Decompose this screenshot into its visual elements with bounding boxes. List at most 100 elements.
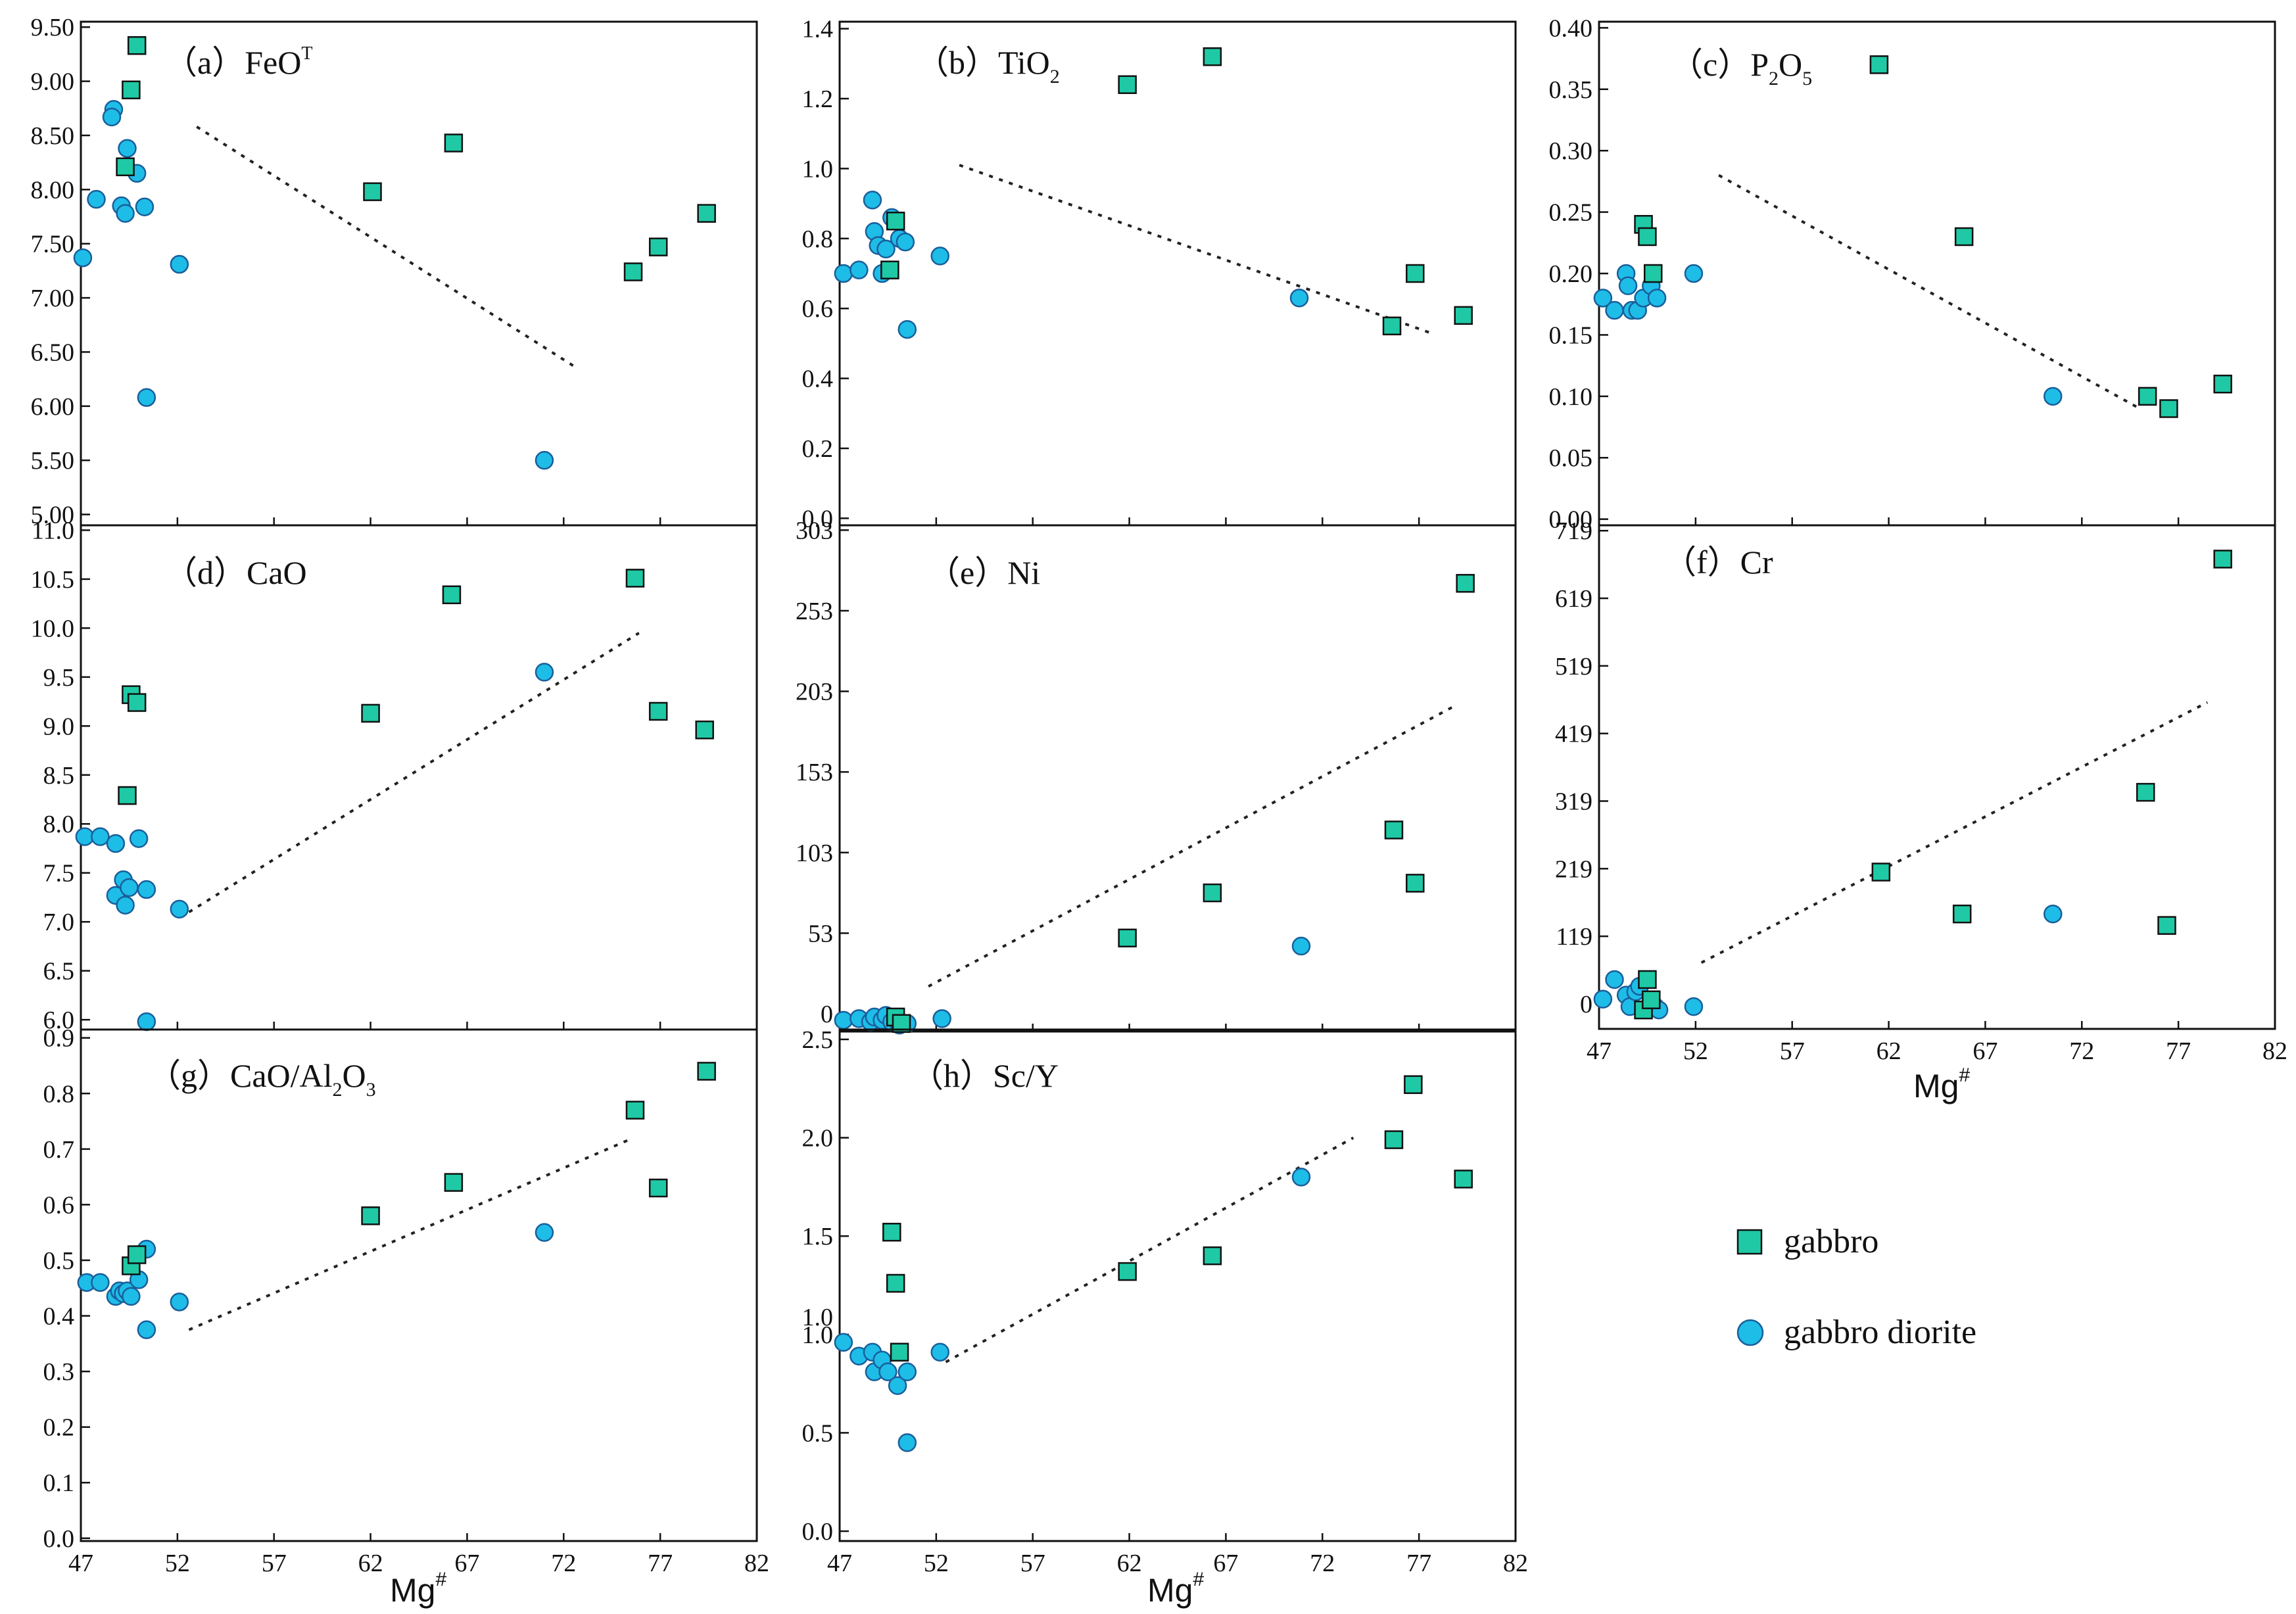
x-tick-label: 72 bbox=[551, 1550, 576, 1577]
gabbro-diorite-point bbox=[930, 247, 949, 266]
panel-frame bbox=[838, 1028, 1517, 1542]
y-tick-label: 0.5 bbox=[802, 1419, 834, 1447]
y-tick-label: 5.00 bbox=[31, 502, 75, 529]
gabbro-point bbox=[2159, 399, 2178, 418]
gabbro-point bbox=[1454, 1170, 1473, 1189]
y-tick-label: 719 bbox=[1555, 517, 1592, 545]
gabbro-point bbox=[2136, 782, 2155, 802]
panel-c: 0.00 0.05 0.10 0.15 0.20 0.25 0.30 0.35 0.40 （c）P… bbox=[1549, 14, 2276, 534]
trend-line bbox=[196, 126, 578, 369]
gabbro-point bbox=[2138, 387, 2157, 406]
y-tick-label: 2.5 bbox=[802, 1026, 834, 1054]
panel-d: 6.0 6.5 7.0 7.5 8.0 8.5 9.0 9.5 10.0 10.5 11.0 （d）C… bbox=[31, 517, 758, 1034]
y-tick-label: 0.35 bbox=[1549, 76, 1593, 104]
gabbro-diorite-point bbox=[116, 895, 135, 915]
trend-line bbox=[928, 706, 1453, 988]
data-points bbox=[75, 569, 714, 1032]
gabbro-diorite-point bbox=[1593, 289, 1613, 308]
gabbro-point bbox=[1118, 928, 1137, 948]
y-tick-label: 0.10 bbox=[1549, 383, 1593, 411]
x-tick-label: 72 bbox=[1310, 1550, 1335, 1577]
gabbro-point bbox=[648, 237, 668, 256]
y-tick-label: 253 bbox=[796, 598, 833, 625]
trend-line bbox=[959, 164, 1431, 335]
y-tick-label: 1.0 bbox=[802, 1321, 834, 1349]
gabbro-point bbox=[880, 260, 899, 279]
panel-title: （d）CaO bbox=[164, 554, 307, 591]
y-tick-label: 1.0 bbox=[802, 155, 834, 183]
gabbro-diorite-point bbox=[1291, 936, 1311, 956]
gabbro-point bbox=[625, 1101, 645, 1120]
panel-title: （b）TiO2 bbox=[916, 44, 1060, 87]
y-axis: 6.0 6.5 7.0 7.5 8.0 8.5 9.0 9.5 10.0 10.5 11.0 bbox=[31, 517, 90, 1034]
gabbro-diorite-point bbox=[129, 829, 149, 848]
gabbro-diorite-point bbox=[1684, 997, 1704, 1016]
gabbro-diorite-point bbox=[1618, 276, 1638, 295]
legend: gabbro gabbro diorite bbox=[1736, 1223, 1976, 1351]
gabbro-diorite-point bbox=[2043, 387, 2063, 406]
panel-frame bbox=[80, 524, 758, 1031]
gabbro-point bbox=[1382, 316, 1402, 336]
gabbro-diorite-point bbox=[75, 827, 95, 846]
x-tick-label: 62 bbox=[1117, 1550, 1142, 1577]
gabbro-diorite-point bbox=[118, 139, 137, 158]
gabbro-point bbox=[1203, 1246, 1222, 1266]
y-tick-label: 0.2 bbox=[43, 1414, 75, 1442]
panels: 5.005.506.006.507.007.508.008.509.009.50… bbox=[31, 14, 2288, 1577]
y-tick-label: 7.50 bbox=[31, 231, 75, 258]
y-tick-label: 0.05 bbox=[1549, 444, 1593, 472]
gabbro-point bbox=[1638, 970, 1657, 989]
panel-frame bbox=[1598, 524, 2276, 1030]
y-tick-label: 0.6 bbox=[43, 1191, 75, 1219]
gabbro-point bbox=[1638, 227, 1657, 247]
gabbro-point bbox=[1406, 874, 1425, 893]
y-tick-label: 0.1 bbox=[43, 1469, 75, 1497]
panel-title: （f）Cr bbox=[1663, 544, 1773, 581]
y-tick-label: 0.7 bbox=[43, 1136, 75, 1164]
x-tick-label: 52 bbox=[1683, 1037, 1708, 1065]
y-tick-label: 0.40 bbox=[1549, 14, 1593, 42]
svg-text:Mg#: Mg# bbox=[1913, 1064, 1970, 1104]
y-tick-label: 0.8 bbox=[802, 225, 834, 253]
gabbro-point bbox=[363, 182, 382, 201]
x-tick-label: 57 bbox=[1020, 1550, 1045, 1577]
x-tick-label: 57 bbox=[262, 1550, 287, 1577]
y-tick-label: 0.3 bbox=[43, 1358, 75, 1386]
gabbro-diorite-point bbox=[863, 191, 882, 210]
data-points bbox=[834, 47, 1473, 339]
gabbro-diorite-point bbox=[91, 827, 110, 846]
trend-line bbox=[945, 1136, 1354, 1364]
trend-line bbox=[188, 632, 640, 913]
gabbro-diorite-point bbox=[1605, 970, 1624, 989]
x-tick-label: 47 bbox=[1587, 1037, 1612, 1065]
y-tick-label: 8.50 bbox=[31, 122, 75, 150]
y-tick-label: 6.5 bbox=[43, 958, 75, 985]
gabbro-diorite-point bbox=[849, 260, 869, 279]
gabbro-point bbox=[1454, 306, 1473, 325]
panel-f: 0 119 219 319 419 519 619 719 47 52 57 62 67 72 77 82 （f… bbox=[1555, 517, 2287, 1065]
y-tick-label: 0.0 bbox=[802, 1518, 834, 1546]
panel-frame bbox=[80, 1028, 758, 1542]
y-tick-label: 119 bbox=[1556, 923, 1592, 951]
legend-gabbro-marker bbox=[1736, 1229, 1763, 1255]
panel-title: （g）CaO/Al2O3 bbox=[148, 1057, 376, 1101]
y-tick-label: 8.00 bbox=[31, 176, 75, 204]
y-tick-label: 1.0 bbox=[802, 1304, 834, 1331]
gabbro-point bbox=[625, 569, 645, 588]
x-tick-label: 82 bbox=[744, 1550, 769, 1577]
y-tick-label: 11.0 bbox=[32, 517, 74, 544]
x-tick-label: 72 bbox=[2069, 1037, 2094, 1065]
gabbro-diorite-point bbox=[930, 1342, 949, 1362]
x-label-main: Mg bbox=[390, 1572, 435, 1609]
y-tick-label: 0 bbox=[1580, 991, 1592, 1018]
gabbro-point bbox=[1642, 990, 1661, 1010]
gabbro-diorite-point bbox=[137, 1012, 156, 1032]
panel-e: 0 53 103 153 203 253 303 （e）Ni bbox=[796, 517, 1517, 1035]
y-axis: 0 53 103 153 203 253 303 bbox=[796, 517, 849, 1028]
x-tick-label: 47 bbox=[827, 1550, 852, 1577]
gabbro-diorite-point bbox=[888, 1376, 907, 1395]
legend-gabbro-diorite-label: gabbro diorite bbox=[1784, 1314, 1976, 1351]
gabbro-point bbox=[648, 701, 668, 721]
y-tick-label: 0.5 bbox=[43, 1247, 75, 1275]
